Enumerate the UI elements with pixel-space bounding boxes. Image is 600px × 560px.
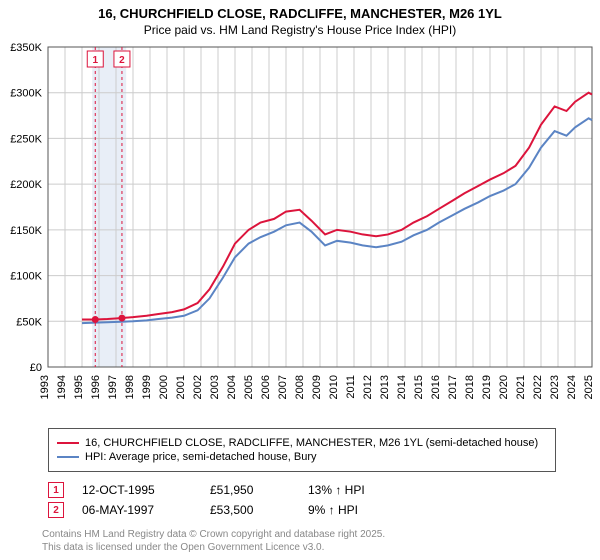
svg-text:2017: 2017 (447, 375, 459, 399)
svg-text:2013: 2013 (379, 375, 391, 399)
svg-text:2024: 2024 (566, 375, 578, 399)
svg-text:2006: 2006 (260, 375, 272, 399)
svg-text:1999: 1999 (141, 375, 153, 399)
svg-text:2: 2 (119, 55, 125, 66)
svg-text:£100K: £100K (10, 271, 42, 283)
svg-text:2019: 2019 (481, 375, 493, 399)
svg-text:1997: 1997 (107, 375, 119, 399)
svg-text:2018: 2018 (464, 375, 476, 399)
transaction-hpi: 9% ↑ HPI (308, 503, 408, 517)
svg-text:2002: 2002 (192, 375, 204, 399)
svg-text:1995: 1995 (73, 375, 85, 399)
transaction-price: £51,950 (210, 483, 290, 497)
transaction-marker: 2 (48, 502, 64, 518)
title-block: 16, CHURCHFIELD CLOSE, RADCLIFFE, MANCHE… (0, 0, 600, 39)
svg-text:2023: 2023 (549, 375, 561, 399)
legend-box: 16, CHURCHFIELD CLOSE, RADCLIFFE, MANCHE… (48, 428, 556, 472)
svg-text:£50K: £50K (16, 316, 42, 328)
svg-text:2021: 2021 (515, 375, 527, 399)
legend-label: HPI: Average price, semi-detached house,… (85, 451, 317, 463)
transaction-rows: 1 12-OCT-1995 £51,950 13% ↑ HPI 2 06-MAY-1997… (48, 478, 408, 522)
svg-text:1996: 1996 (90, 375, 102, 399)
transaction-price: £53,500 (210, 503, 290, 517)
svg-text:£250K: £250K (10, 133, 42, 145)
title-subtitle: Price paid vs. HM Land Registry's House … (10, 23, 590, 37)
legend-swatch (57, 456, 79, 458)
svg-text:2025: 2025 (583, 375, 595, 399)
attribution-line2: This data is licensed under the Open Gov… (42, 541, 385, 554)
svg-text:2022: 2022 (532, 375, 544, 399)
svg-text:2011: 2011 (345, 375, 357, 399)
transaction-row: 2 06-MAY-1997 £53,500 9% ↑ HPI (48, 502, 408, 518)
attribution-text: Contains HM Land Registry data © Crown c… (42, 528, 385, 554)
svg-text:2004: 2004 (226, 375, 238, 399)
transaction-date: 06-MAY-1997 (82, 503, 192, 517)
chart-svg: £0 £50K £100K £150K £200K £250K £300K £350K 1993… (0, 39, 600, 419)
legend-label: 16, CHURCHFIELD CLOSE, RADCLIFFE, MANCHE… (85, 437, 538, 449)
svg-text:2010: 2010 (328, 375, 340, 399)
svg-text:£300K: £300K (10, 88, 42, 100)
title-address: 16, CHURCHFIELD CLOSE, RADCLIFFE, MANCHE… (10, 6, 590, 21)
svg-text:1994: 1994 (56, 375, 68, 399)
svg-text:2003: 2003 (209, 375, 221, 399)
svg-text:2015: 2015 (413, 375, 425, 399)
svg-text:£200K: £200K (10, 179, 42, 191)
svg-text:£150K: £150K (10, 225, 42, 237)
svg-text:2007: 2007 (277, 375, 289, 399)
svg-text:2012: 2012 (362, 375, 374, 399)
svg-text:2005: 2005 (243, 375, 255, 399)
svg-text:2000: 2000 (158, 375, 170, 399)
svg-text:2001: 2001 (175, 375, 187, 399)
legend-item: HPI: Average price, semi-detached house,… (57, 451, 547, 463)
svg-text:2020: 2020 (498, 375, 510, 399)
attribution-line1: Contains HM Land Registry data © Crown c… (42, 528, 385, 541)
svg-text:£0: £0 (30, 362, 42, 374)
transaction-hpi: 13% ↑ HPI (308, 483, 408, 497)
transaction-marker: 1 (48, 482, 64, 498)
svg-text:2009: 2009 (311, 375, 323, 399)
svg-text:2014: 2014 (396, 375, 408, 399)
svg-text:1993: 1993 (39, 375, 51, 399)
svg-text:1998: 1998 (124, 375, 136, 399)
chart-area: £0 £50K £100K £150K £200K £250K £300K £350K 1993… (0, 39, 600, 419)
transaction-date: 12-OCT-1995 (82, 483, 192, 497)
svg-text:£350K: £350K (10, 42, 42, 54)
svg-text:1: 1 (92, 55, 98, 66)
legend-item: 16, CHURCHFIELD CLOSE, RADCLIFFE, MANCHE… (57, 437, 547, 449)
transaction-row: 1 12-OCT-1995 £51,950 13% ↑ HPI (48, 482, 408, 498)
svg-text:2016: 2016 (430, 375, 442, 399)
chart-container: 16, CHURCHFIELD CLOSE, RADCLIFFE, MANCHE… (0, 0, 600, 560)
legend-swatch (57, 442, 79, 444)
svg-text:2008: 2008 (294, 375, 306, 399)
